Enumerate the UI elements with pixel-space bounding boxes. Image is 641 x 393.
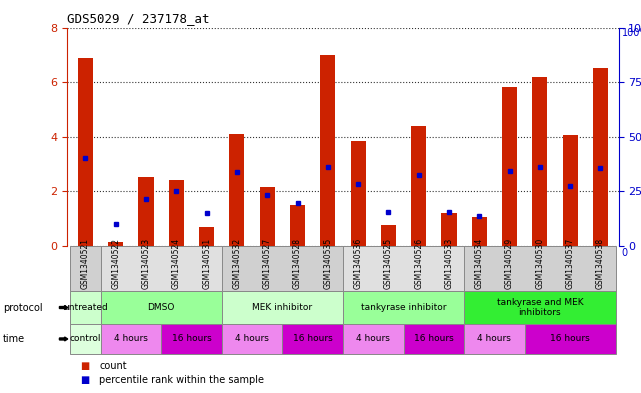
Text: GSM1340534: GSM1340534 (475, 238, 484, 289)
Bar (290, 205, 305, 246)
Text: 4 hours: 4 hours (235, 334, 269, 343)
Text: count: count (99, 361, 127, 371)
Bar (320, 55, 335, 246)
Text: time: time (3, 334, 26, 344)
Bar (138, 178, 154, 246)
Bar (108, 242, 123, 246)
Text: GSM1340522: GSM1340522 (112, 238, 121, 289)
Bar (229, 134, 244, 246)
Text: 4 hours: 4 hours (478, 334, 512, 343)
Bar (351, 141, 365, 246)
Bar (411, 126, 426, 246)
Text: ■: ■ (80, 361, 89, 371)
Bar (472, 217, 487, 246)
Text: GSM1340530: GSM1340530 (535, 238, 544, 289)
Bar (381, 225, 396, 246)
Text: MEK inhibitor: MEK inhibitor (253, 303, 312, 312)
Bar (502, 88, 517, 246)
Text: GDS5029 / 237178_at: GDS5029 / 237178_at (67, 12, 210, 25)
Bar (169, 180, 184, 246)
Text: untreated: untreated (63, 303, 108, 312)
Text: GSM1340535: GSM1340535 (323, 238, 332, 289)
Bar (593, 68, 608, 246)
Text: GSM1340523: GSM1340523 (142, 238, 151, 289)
Text: tankyrase inhibitor: tankyrase inhibitor (361, 303, 446, 312)
Text: GSM1340538: GSM1340538 (596, 238, 605, 289)
Text: ■: ■ (80, 375, 89, 385)
Text: GSM1340533: GSM1340533 (444, 238, 453, 289)
Bar (199, 226, 214, 246)
Text: GSM1340527: GSM1340527 (263, 238, 272, 289)
Text: GSM1340529: GSM1340529 (505, 238, 514, 289)
Text: 16 hours: 16 hours (172, 334, 212, 343)
Text: GSM1340536: GSM1340536 (354, 238, 363, 289)
Text: 100%: 100% (622, 28, 641, 37)
Text: 16 hours: 16 hours (414, 334, 454, 343)
Text: 16 hours: 16 hours (550, 334, 590, 343)
Text: tankyrase and MEK
inhibitors: tankyrase and MEK inhibitors (497, 298, 583, 317)
Text: GSM1340528: GSM1340528 (293, 238, 302, 289)
Text: control: control (70, 334, 101, 343)
Text: 4 hours: 4 hours (356, 334, 390, 343)
Text: GSM1340532: GSM1340532 (233, 238, 242, 289)
Text: 4 hours: 4 hours (114, 334, 148, 343)
Text: GSM1340526: GSM1340526 (414, 238, 423, 289)
Text: percentile rank within the sample: percentile rank within the sample (99, 375, 264, 385)
Bar (563, 135, 578, 246)
Text: GSM1340531: GSM1340531 (202, 238, 211, 289)
Text: 16 hours: 16 hours (293, 334, 333, 343)
Bar (260, 187, 275, 246)
Text: GSM1340521: GSM1340521 (81, 238, 90, 289)
Bar (442, 213, 456, 246)
Text: GSM1340524: GSM1340524 (172, 238, 181, 289)
Text: 0: 0 (622, 248, 628, 257)
Bar (78, 57, 93, 246)
Text: GSM1340525: GSM1340525 (384, 238, 393, 289)
Bar (532, 77, 547, 246)
Text: GSM1340537: GSM1340537 (565, 238, 574, 289)
Text: protocol: protocol (3, 303, 43, 312)
Text: DMSO: DMSO (147, 303, 175, 312)
